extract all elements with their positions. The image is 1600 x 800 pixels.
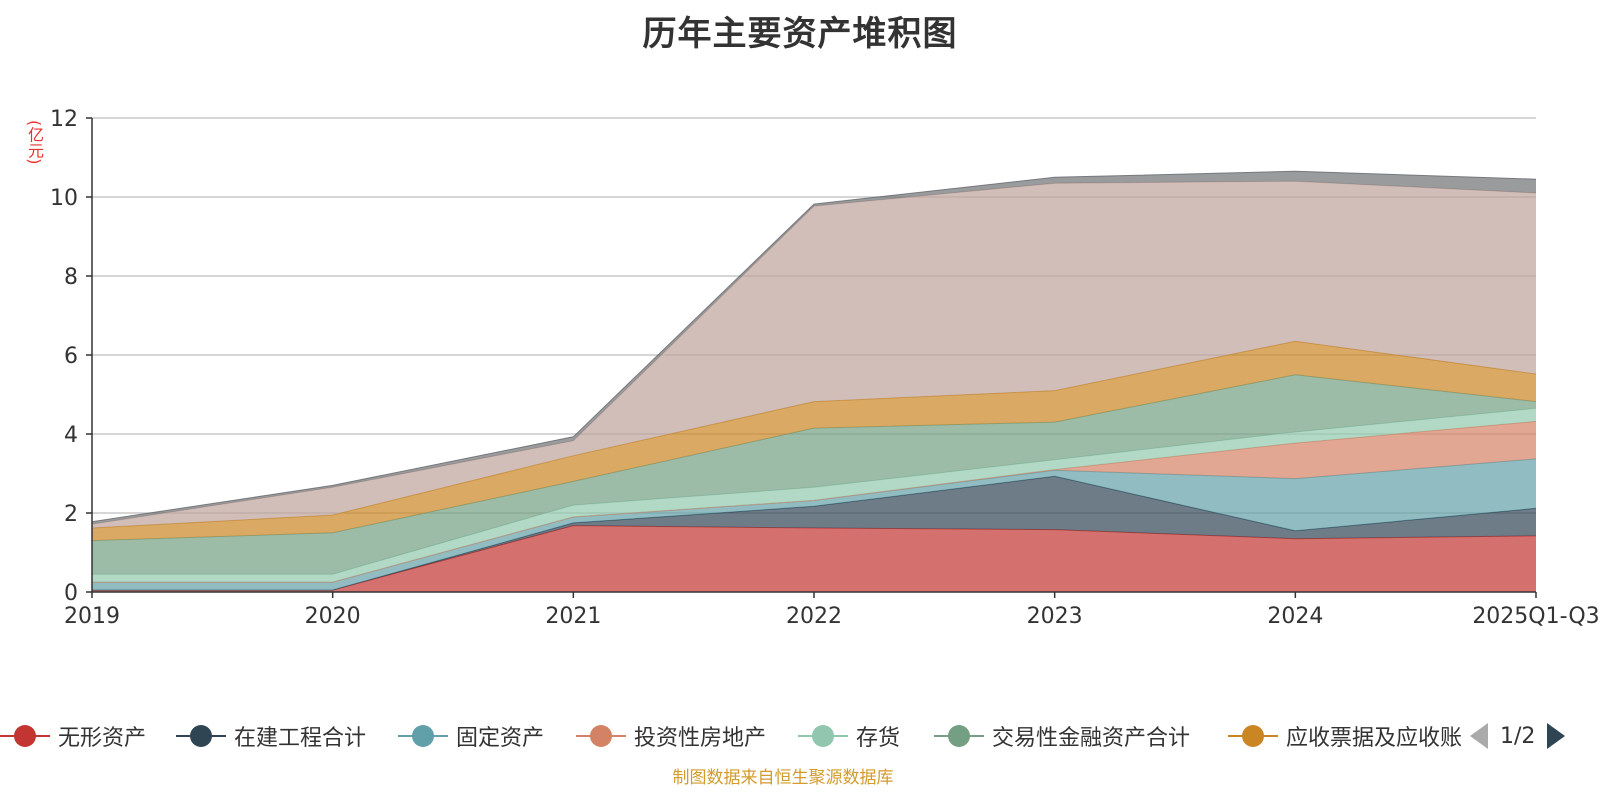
legend-item[interactable]: 在建工程合计 — [176, 718, 366, 754]
area-series-无形资产[interactable] — [92, 525, 1536, 592]
legend-label: 无形资产 — [58, 726, 147, 751]
x-tick-label: 2024 — [1267, 604, 1323, 629]
stacked-area-chart: 0 2 4 6 8 10 12 2019 2020 2021 2022 2023 2024 2025Q1-… — [50, 107, 1600, 629]
area-series-存货[interactable] — [92, 408, 1536, 583]
legend-page-indicator: 1/2 — [1500, 723, 1536, 749]
tick-labels: 0 2 4 6 8 10 12 2019 2020 2021 2022 2023 2024 2025Q1-… — [50, 107, 1600, 629]
legend-item[interactable]: 固定资产 — [398, 718, 544, 754]
source-note: 制图数据来自恒生聚源数据库 — [672, 768, 894, 788]
x-tick-label: 2021 — [545, 604, 601, 629]
legend-item[interactable]: 应收票据及应收账 — [1228, 718, 1462, 754]
y-tick-label: 0 — [64, 581, 78, 606]
legend-label: 投资性房地产 — [634, 726, 767, 751]
x-tick-label: 2022 — [786, 604, 842, 629]
area-series-在建工程合计[interactable] — [92, 476, 1536, 590]
legend-marker-icon — [0, 718, 50, 754]
chart-title: 历年主要资产堆积图 — [642, 14, 958, 54]
x-tick-label: 2020 — [305, 604, 361, 629]
y-tick-label: 10 — [50, 186, 78, 211]
legend-marker-icon — [1228, 718, 1278, 754]
legend-label: 应收票据及应收账 — [1286, 726, 1463, 751]
legend-item[interactable]: 交易性金融资产合计 — [934, 718, 1190, 754]
legend-marker-icon — [576, 718, 626, 754]
x-tick-label: 2023 — [1027, 604, 1083, 629]
area-series — [91, 170, 1537, 592]
legend-label: 固定资产 — [456, 726, 545, 751]
area-series-应收票据及应收账[interactable] — [92, 341, 1536, 541]
area-series-其他资产[interactable] — [92, 181, 1536, 528]
x-tick-label: 2019 — [64, 604, 120, 629]
x-tick-label: 2025Q1-Q3 — [1472, 604, 1599, 629]
legend-label: 在建工程合计 — [234, 726, 367, 751]
y-tick-label: 2 — [64, 502, 78, 527]
y-tick-label: 6 — [64, 344, 78, 369]
area-series-固定资产[interactable] — [92, 458, 1536, 590]
legend-marker-icon — [934, 718, 984, 754]
legend-marker-icon — [176, 718, 226, 754]
prev-page-icon[interactable] — [1470, 723, 1488, 749]
area-series-交易性金融资产合计[interactable] — [92, 374, 1536, 575]
y-tick-label: 12 — [50, 107, 78, 132]
legend-pager: 1/2 — [1470, 718, 1566, 754]
y-tick-label: 8 — [64, 265, 78, 290]
legend-item[interactable]: 投资性房地产 — [576, 718, 766, 754]
area-series-投资性房地产[interactable] — [92, 421, 1536, 583]
next-page-icon[interactable] — [1547, 723, 1566, 749]
legend-marker-icon — [798, 718, 848, 754]
legend-marker-icon — [398, 718, 448, 754]
legend-label: 存货 — [856, 726, 901, 751]
y-tick-label: 4 — [64, 423, 78, 448]
area-series-edge — [91, 170, 1537, 523]
legend-item[interactable]: 存货 — [798, 718, 900, 754]
legend-label: 交易性金融资产合计 — [992, 726, 1191, 751]
legend-item[interactable]: 无形资产 — [0, 718, 146, 754]
y-axis-unit-label: (亿元) — [25, 120, 44, 165]
